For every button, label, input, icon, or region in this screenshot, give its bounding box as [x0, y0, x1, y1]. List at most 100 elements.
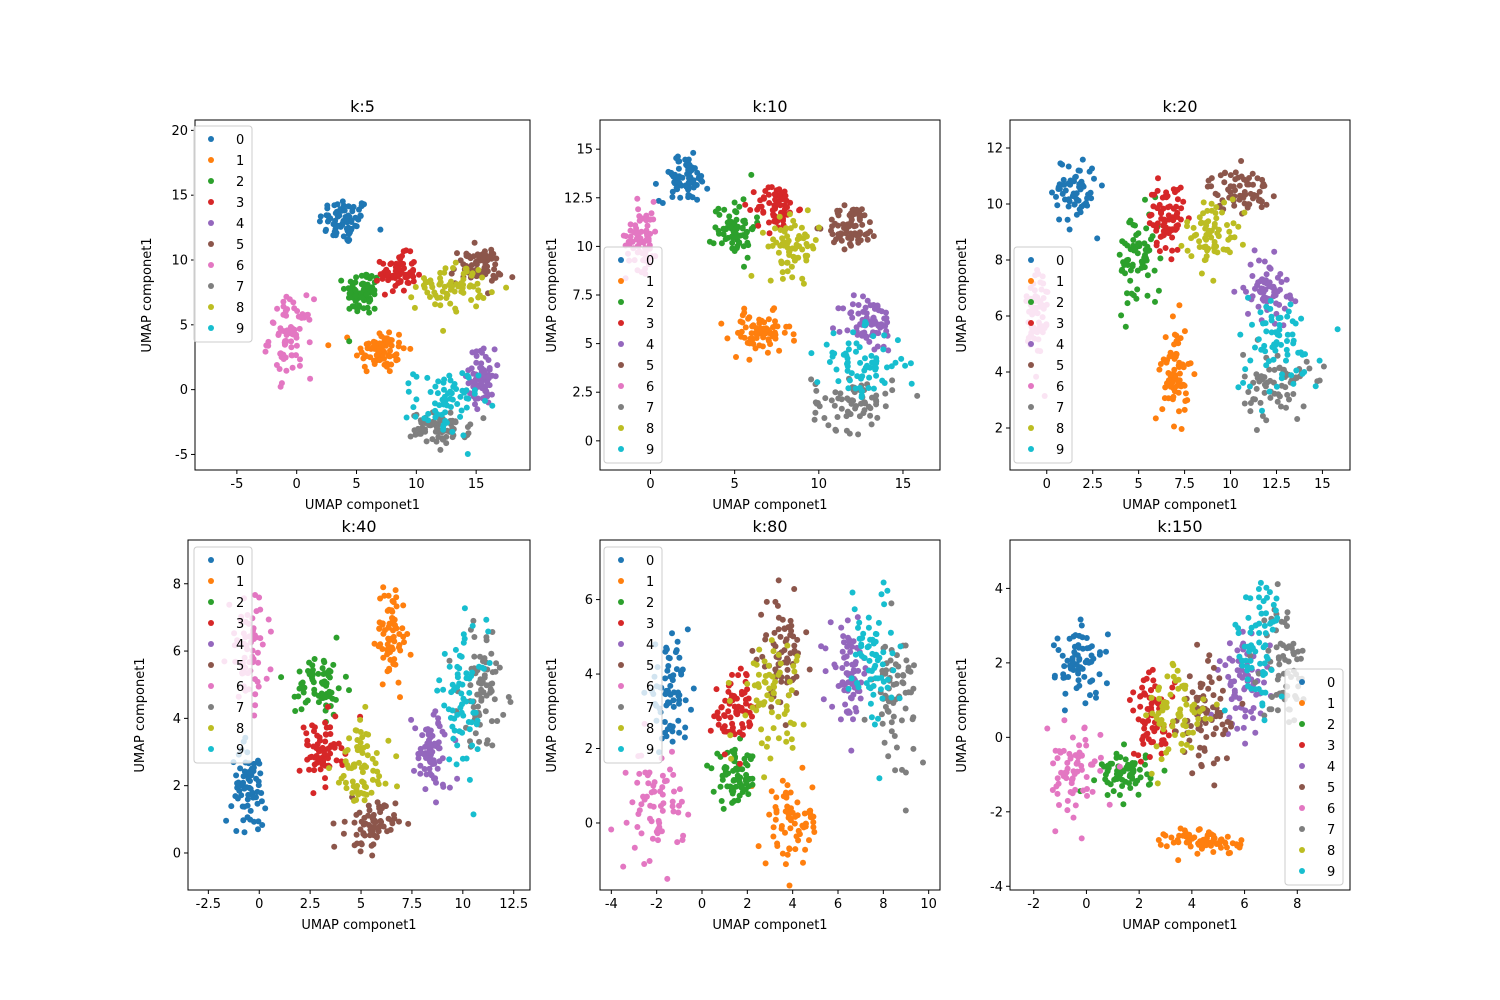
point-cluster-7: [1263, 417, 1270, 424]
point-cluster-5: [357, 848, 364, 855]
point-cluster-4: [1274, 288, 1281, 295]
point-cluster-5: [366, 807, 373, 814]
point-cluster-7: [415, 425, 422, 432]
point-cluster-7: [1247, 408, 1254, 415]
point-cluster-1: [381, 592, 388, 599]
point-cluster-0: [1104, 631, 1111, 638]
point-cluster-6: [636, 217, 643, 224]
legend-entry-label: 1: [236, 575, 244, 590]
point-cluster-6: [252, 676, 258, 683]
point-cluster-9: [1257, 579, 1264, 586]
point-cluster-4: [846, 639, 853, 646]
point-cluster-5: [1223, 755, 1230, 762]
point-cluster-9: [435, 378, 442, 385]
point-cluster-8: [775, 651, 782, 658]
point-cluster-2: [1134, 250, 1141, 257]
point-cluster-7: [488, 718, 495, 725]
point-cluster-7: [907, 668, 914, 675]
point-cluster-9: [856, 635, 863, 642]
point-cluster-5: [353, 811, 360, 818]
point-cluster-9: [862, 319, 869, 325]
point-cluster-5: [782, 722, 789, 729]
legend-entry-label: 6: [1327, 802, 1335, 817]
point-cluster-5: [787, 617, 794, 624]
point-cluster-7: [1262, 383, 1269, 390]
legend-entry-label: 6: [236, 680, 244, 695]
point-cluster-7: [882, 403, 889, 410]
point-cluster-6: [275, 330, 282, 337]
point-cluster-6: [1069, 734, 1076, 741]
point-cluster-0: [1079, 156, 1086, 163]
point-cluster-9: [870, 691, 877, 698]
point-cluster-2: [720, 231, 727, 238]
point-cluster-7: [843, 413, 850, 420]
point-cluster-8: [342, 779, 349, 786]
point-cluster-5: [480, 256, 486, 263]
point-cluster-6: [650, 788, 657, 795]
point-cluster-3: [387, 261, 394, 268]
point-cluster-3: [402, 271, 409, 278]
point-cluster-9: [1255, 586, 1262, 592]
y-tick-label: 6: [995, 310, 1003, 325]
point-cluster-2: [734, 772, 741, 779]
point-cluster-9: [434, 687, 441, 694]
point-cluster-1: [365, 340, 372, 347]
point-cluster-6: [311, 296, 317, 303]
point-cluster-7: [492, 668, 499, 675]
point-cluster-0: [246, 784, 253, 791]
point-cluster-3: [749, 713, 755, 720]
point-cluster-5: [1256, 188, 1263, 195]
point-cluster-8: [1213, 243, 1220, 250]
point-cluster-8: [452, 259, 459, 266]
point-cluster-4: [850, 667, 857, 673]
point-cluster-5: [848, 235, 855, 242]
x-tick-label: -2: [650, 897, 663, 912]
point-cluster-0: [1075, 197, 1082, 204]
point-cluster-2: [309, 671, 316, 678]
point-cluster-3: [1150, 222, 1157, 229]
point-cluster-6: [1084, 792, 1090, 799]
point-cluster-7: [432, 428, 439, 435]
point-cluster-7: [437, 446, 444, 453]
point-cluster-8: [798, 224, 805, 231]
point-cluster-1: [786, 882, 793, 889]
point-cluster-9: [1270, 356, 1277, 363]
x-tick-label: 15: [895, 477, 912, 492]
point-cluster-0: [241, 829, 248, 836]
legend-entry-label: 1: [236, 154, 244, 169]
point-cluster-7: [1280, 653, 1287, 659]
point-cluster-0: [696, 174, 702, 181]
point-cluster-5: [1214, 756, 1221, 762]
point-cluster-9: [413, 373, 420, 380]
point-cluster-4: [1242, 740, 1249, 747]
point-cluster-9: [808, 350, 815, 357]
point-cluster-8: [797, 235, 804, 241]
point-cluster-6: [674, 839, 681, 846]
point-cluster-3: [1130, 707, 1137, 714]
point-cluster-5: [867, 228, 874, 235]
point-cluster-4: [419, 732, 426, 739]
point-cluster-6: [636, 807, 643, 814]
point-cluster-1: [779, 850, 786, 857]
point-cluster-8: [1184, 223, 1190, 230]
point-cluster-4: [446, 784, 453, 791]
x-tick-label: 10: [920, 897, 937, 912]
point-cluster-3: [735, 672, 742, 679]
point-cluster-8: [1239, 241, 1246, 248]
x-tick-label: 8: [879, 897, 887, 912]
point-cluster-9: [454, 742, 461, 749]
point-cluster-8: [784, 642, 791, 649]
y-tick-label: 12: [986, 142, 1003, 157]
point-cluster-3: [1135, 752, 1142, 759]
point-cluster-7: [833, 427, 840, 434]
point-cluster-1: [395, 679, 402, 686]
point-cluster-8: [1215, 233, 1222, 240]
point-cluster-0: [1076, 656, 1083, 663]
point-cluster-1: [1169, 313, 1176, 320]
legend-marker: [618, 341, 624, 347]
point-cluster-8: [455, 283, 462, 290]
point-cluster-8: [761, 658, 768, 665]
point-cluster-4: [426, 765, 433, 772]
point-cluster-0: [682, 697, 689, 704]
point-cluster-1: [779, 777, 786, 784]
